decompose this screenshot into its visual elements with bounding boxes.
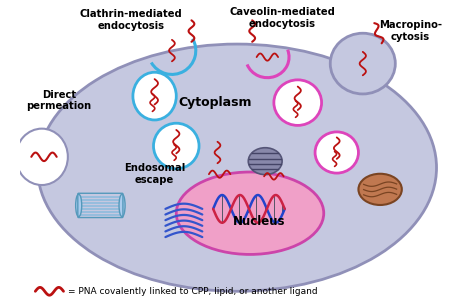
Ellipse shape — [358, 174, 402, 205]
Ellipse shape — [37, 44, 437, 291]
Text: = PNA covalently linked to CPP, lipid, or another ligand: = PNA covalently linked to CPP, lipid, o… — [68, 287, 318, 296]
Text: Direct
permeation: Direct permeation — [27, 90, 92, 111]
Text: Endosomal
escape: Endosomal escape — [124, 163, 185, 185]
Text: Clathrin-mediated
endocytosis: Clathrin-mediated endocytosis — [79, 9, 182, 31]
Ellipse shape — [274, 80, 321, 125]
Text: Caveolin-mediated
endocytosis: Caveolin-mediated endocytosis — [229, 7, 336, 29]
Ellipse shape — [176, 172, 324, 254]
Ellipse shape — [119, 194, 125, 217]
Text: Nucleus: Nucleus — [232, 214, 285, 228]
Ellipse shape — [76, 194, 82, 217]
Ellipse shape — [315, 132, 358, 173]
Ellipse shape — [133, 72, 176, 120]
Ellipse shape — [248, 148, 282, 175]
Ellipse shape — [330, 33, 395, 94]
Text: Macropino-
cytosis: Macropino- cytosis — [379, 20, 442, 42]
Ellipse shape — [16, 129, 68, 185]
Text: Cytoplasm: Cytoplasm — [179, 96, 252, 109]
Ellipse shape — [154, 123, 199, 169]
